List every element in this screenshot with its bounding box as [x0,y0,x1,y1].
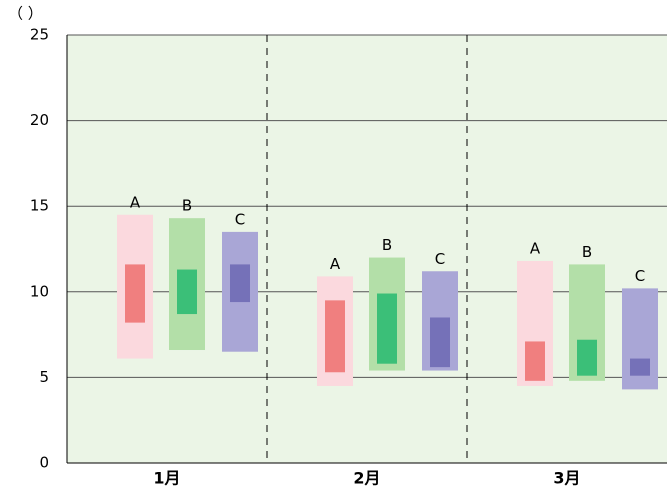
bar-label: A [330,255,341,273]
inner-bar [525,341,545,381]
bar-label: A [130,193,141,211]
inner-bar [377,293,397,364]
inner-bar [125,264,145,323]
plot-area [67,35,667,463]
bar-label: B [582,243,592,261]
y-tick-label: 0 [39,454,49,472]
inner-bar [325,300,345,373]
y-tick-label: 10 [30,282,49,300]
y-tick-label: 5 [39,368,49,386]
bar-label: C [635,267,645,285]
bar-label: C [235,210,245,228]
inner-bar [230,264,250,303]
inner-bar [630,358,650,376]
inner-bar [177,269,197,315]
inner-bar [430,317,450,368]
x-tick-label: 2月 [353,469,380,488]
x-tick-label: 1月 [153,469,180,488]
bar-label: A [530,239,541,257]
bar-label: C [435,250,445,268]
bar-label: B [182,197,192,215]
y-tick-label: 25 [30,26,49,44]
inner-bar [577,339,597,376]
y-tick-label: 20 [30,111,49,129]
x-tick-label: 3月 [553,469,580,488]
y-axis-label: （ ） [8,5,43,23]
y-tick-label: 15 [30,197,49,215]
bar-label: B [382,236,392,254]
